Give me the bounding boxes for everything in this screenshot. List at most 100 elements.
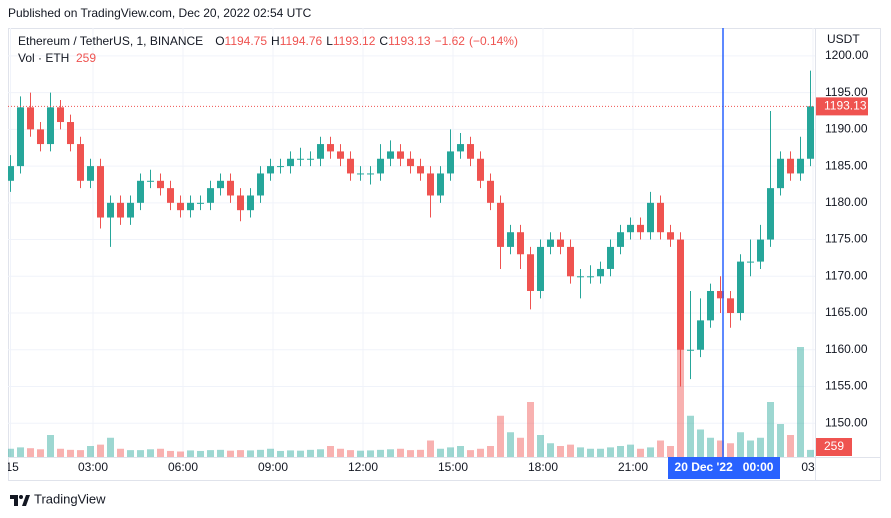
y-tick-label: 1170.00 [825, 268, 868, 282]
published-note: Published on TradingView.com, Dec 20, 20… [8, 6, 312, 20]
ohlc-value: 1193.13 [388, 34, 431, 48]
change-percent: (−0.14%) [469, 34, 518, 48]
volume-bar [757, 437, 764, 457]
volume-bar [8, 448, 14, 457]
candle-body [327, 144, 334, 152]
candle-body [527, 254, 534, 291]
candle-body [37, 129, 44, 145]
volume-bar [297, 450, 304, 457]
y-tick-label: 1195.00 [825, 85, 868, 99]
volume-bar [737, 432, 744, 457]
candle-body [647, 202, 654, 233]
volume-bar [507, 432, 514, 457]
candle-body [597, 268, 604, 277]
candle-body [137, 180, 144, 203]
candle-body [657, 202, 664, 233]
x-tick-label: 09:00 [258, 460, 288, 474]
volume-bar [327, 446, 334, 457]
crosshair-label: 20 Dec '22 00:00 [675, 460, 774, 474]
time-axis: :15 03:00 06:00 09:00 12:00 15:00 18:00 21:00 03… [8, 460, 825, 474]
volume-bar [87, 446, 94, 457]
symbol-legend: Ethereum / TetherUS, 1, BINANCE O1194.75 H… [18, 34, 518, 48]
volume-bar [67, 449, 74, 457]
crosshair-label-box [668, 457, 780, 479]
ohlc-value: 1194.75 [225, 34, 268, 48]
candle-body [777, 158, 784, 189]
volume-bar [227, 450, 234, 457]
x-tick-label: 03:00 [78, 460, 108, 474]
y-tick-label: 1180.00 [825, 195, 868, 209]
candle-body [207, 188, 214, 203]
candle-body [437, 173, 444, 196]
candle-body [367, 173, 374, 175]
x-tick-label: 03:0 [801, 460, 825, 474]
volume-bar [637, 448, 644, 457]
volume-bar [317, 449, 324, 457]
volume-bar [197, 450, 204, 457]
x-tick-label: 06:00 [168, 460, 198, 474]
volume-bar [367, 450, 374, 457]
volume-bar [287, 450, 294, 457]
candle-body [317, 144, 324, 159]
volume-bar [607, 447, 614, 457]
candle-body [167, 188, 174, 203]
volume-bar [477, 448, 484, 457]
candle-body [77, 144, 84, 181]
candle-body [587, 276, 594, 278]
volume-bar [417, 449, 424, 457]
volume-bar [527, 402, 534, 457]
volume-bar [167, 450, 174, 457]
candle-body [787, 158, 794, 174]
candle-body [677, 239, 684, 350]
volume-bar [157, 448, 164, 457]
candle-body [757, 239, 764, 262]
candle-body [727, 298, 734, 314]
volume-label: 259 [824, 439, 844, 453]
candle-body [247, 195, 254, 211]
candle-body [407, 158, 414, 167]
candle-body [107, 202, 114, 218]
chart-frame [8, 28, 881, 481]
x-tick-label: 18:00 [528, 460, 558, 474]
candle-body [237, 195, 244, 211]
candle-body [387, 151, 394, 159]
volume-bar [77, 450, 84, 457]
volume-bar [257, 449, 264, 457]
volume-bar [487, 446, 494, 457]
candle-body [307, 158, 314, 160]
candle-body [347, 158, 354, 174]
volume-bar [97, 444, 104, 457]
volume-bar [517, 437, 524, 457]
volume-bar [117, 448, 124, 457]
candle-body [127, 202, 134, 218]
candle-body [357, 173, 364, 175]
y-tick-label: 1155.00 [825, 379, 868, 393]
candle-body [427, 173, 434, 196]
candle-body [187, 202, 194, 211]
candle-body [227, 180, 234, 196]
candle-body [287, 158, 294, 167]
volume-bar [57, 448, 64, 457]
candle-body [557, 239, 564, 247]
volume-bar [47, 435, 54, 457]
volume-bar [617, 446, 624, 457]
volume-bar [497, 415, 504, 457]
volume-bar [337, 448, 344, 457]
volume-bar [777, 424, 784, 457]
volume-bar [277, 450, 284, 457]
volume-bar [627, 444, 634, 457]
symbol-name: Ethereum / TetherUS, 1, BINANCE [18, 34, 203, 48]
candle-body [217, 180, 224, 189]
y-tick-label: 1200.00 [825, 48, 869, 62]
volume-bar [797, 347, 804, 457]
candle-body [607, 246, 614, 269]
candle-body [27, 107, 34, 130]
candle-body [547, 239, 554, 247]
ohlc-key: H [271, 34, 280, 48]
volume-bar [547, 443, 554, 457]
ohlc-key: C [379, 34, 388, 48]
volume-bar [447, 447, 454, 457]
volume-bar [37, 449, 44, 457]
candle-body [807, 106, 814, 159]
